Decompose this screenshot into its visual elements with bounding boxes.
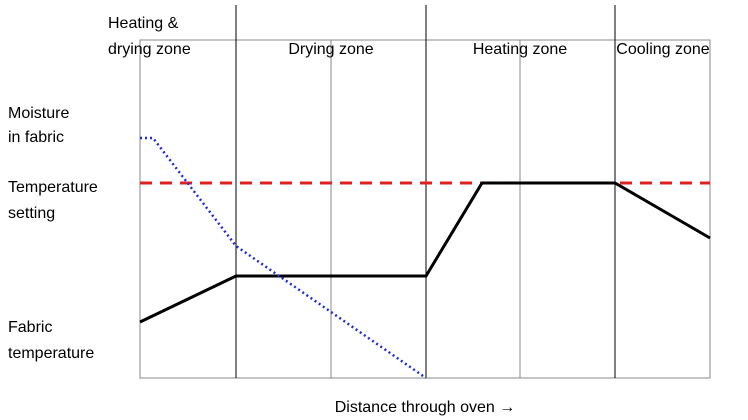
curve-label: in fabric [8, 129, 64, 146]
moisture-line [140, 136, 427, 380]
curve-label: setting [8, 205, 55, 222]
curve-label: Fabric [8, 319, 52, 336]
curve-label: Moisture [8, 105, 69, 122]
curve-label: temperature [8, 345, 94, 362]
plot-frame [139, 39, 711, 379]
zone-label: Heating zone [473, 41, 567, 58]
zone-label: Drying zone [288, 41, 373, 58]
fabric-temperature-line [139, 181, 711, 324]
dividers [330, 40, 521, 378]
x-axis-label: Distance through oven → [335, 399, 516, 416]
zone-dividers [235, 5, 616, 378]
zone-label: Heating & [108, 15, 179, 32]
zone-label: drying zone [108, 41, 191, 58]
curve-label: Temperature [8, 179, 98, 196]
zone-label: Cooling zone [616, 41, 710, 58]
